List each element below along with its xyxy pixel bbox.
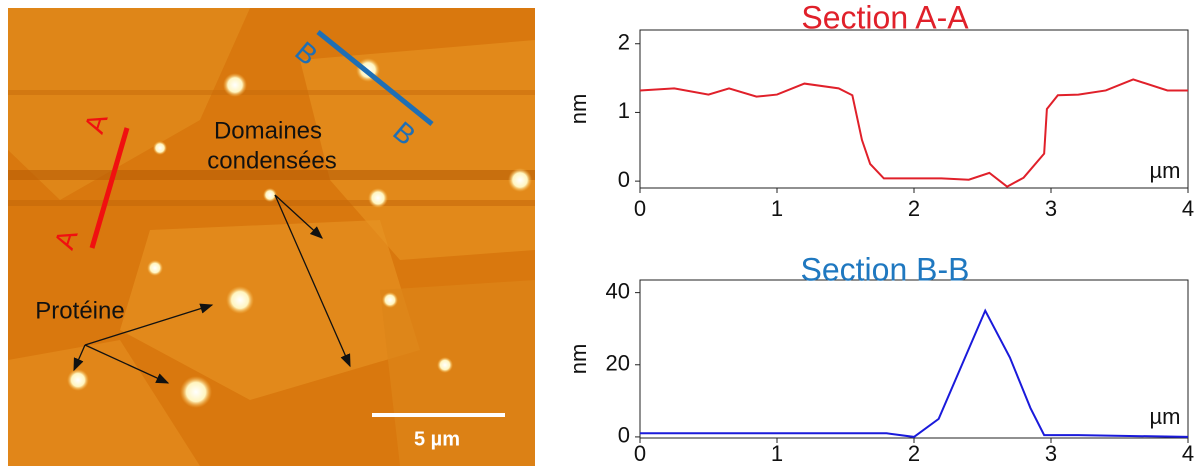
annotation: Domaines (214, 117, 322, 144)
plot-frame (639, 29, 1189, 189)
y-tick-label: 1 (618, 98, 630, 123)
x-tick-label: 0 (634, 441, 646, 466)
chart-title: Section A-A (801, 0, 969, 35)
afm-image (8, 8, 535, 466)
data-line (640, 308, 1189, 438)
x-tick-label: 3 (1045, 196, 1057, 221)
x-tick-label: 4 (1182, 441, 1194, 466)
x-tick-label: 4 (1182, 196, 1194, 221)
section-a-line (89, 127, 130, 249)
annotation: condensées (207, 147, 336, 174)
data-line (639, 78, 1188, 188)
chart-title: Section B-B (801, 251, 970, 287)
annotation: Protéine (35, 297, 124, 324)
x-tick-label: 3 (1045, 441, 1057, 466)
x-tick-label: 0 (634, 196, 646, 221)
x-tick-label: 1 (771, 196, 783, 221)
section-b-line (316, 30, 434, 126)
arrows (73, 194, 351, 384)
y-tick-label: 40 (606, 278, 630, 303)
x-tick-label: 2 (908, 441, 920, 466)
y-axis-label: nm (566, 344, 591, 375)
plot-frame (639, 279, 1189, 439)
y-tick-label: 2 (618, 30, 630, 55)
y-tick-label: 20 (606, 351, 630, 376)
y-tick-label: 0 (618, 167, 630, 192)
x-axis-label: µm (1149, 404, 1180, 429)
x-tick-label: 1 (771, 441, 783, 466)
x-axis-label: µm (1149, 158, 1180, 183)
y-tick-label: 0 (618, 423, 630, 448)
scale-label: 5 µm (414, 428, 460, 450)
y-axis-label: nm (566, 94, 591, 125)
x-tick-label: 2 (908, 196, 920, 221)
